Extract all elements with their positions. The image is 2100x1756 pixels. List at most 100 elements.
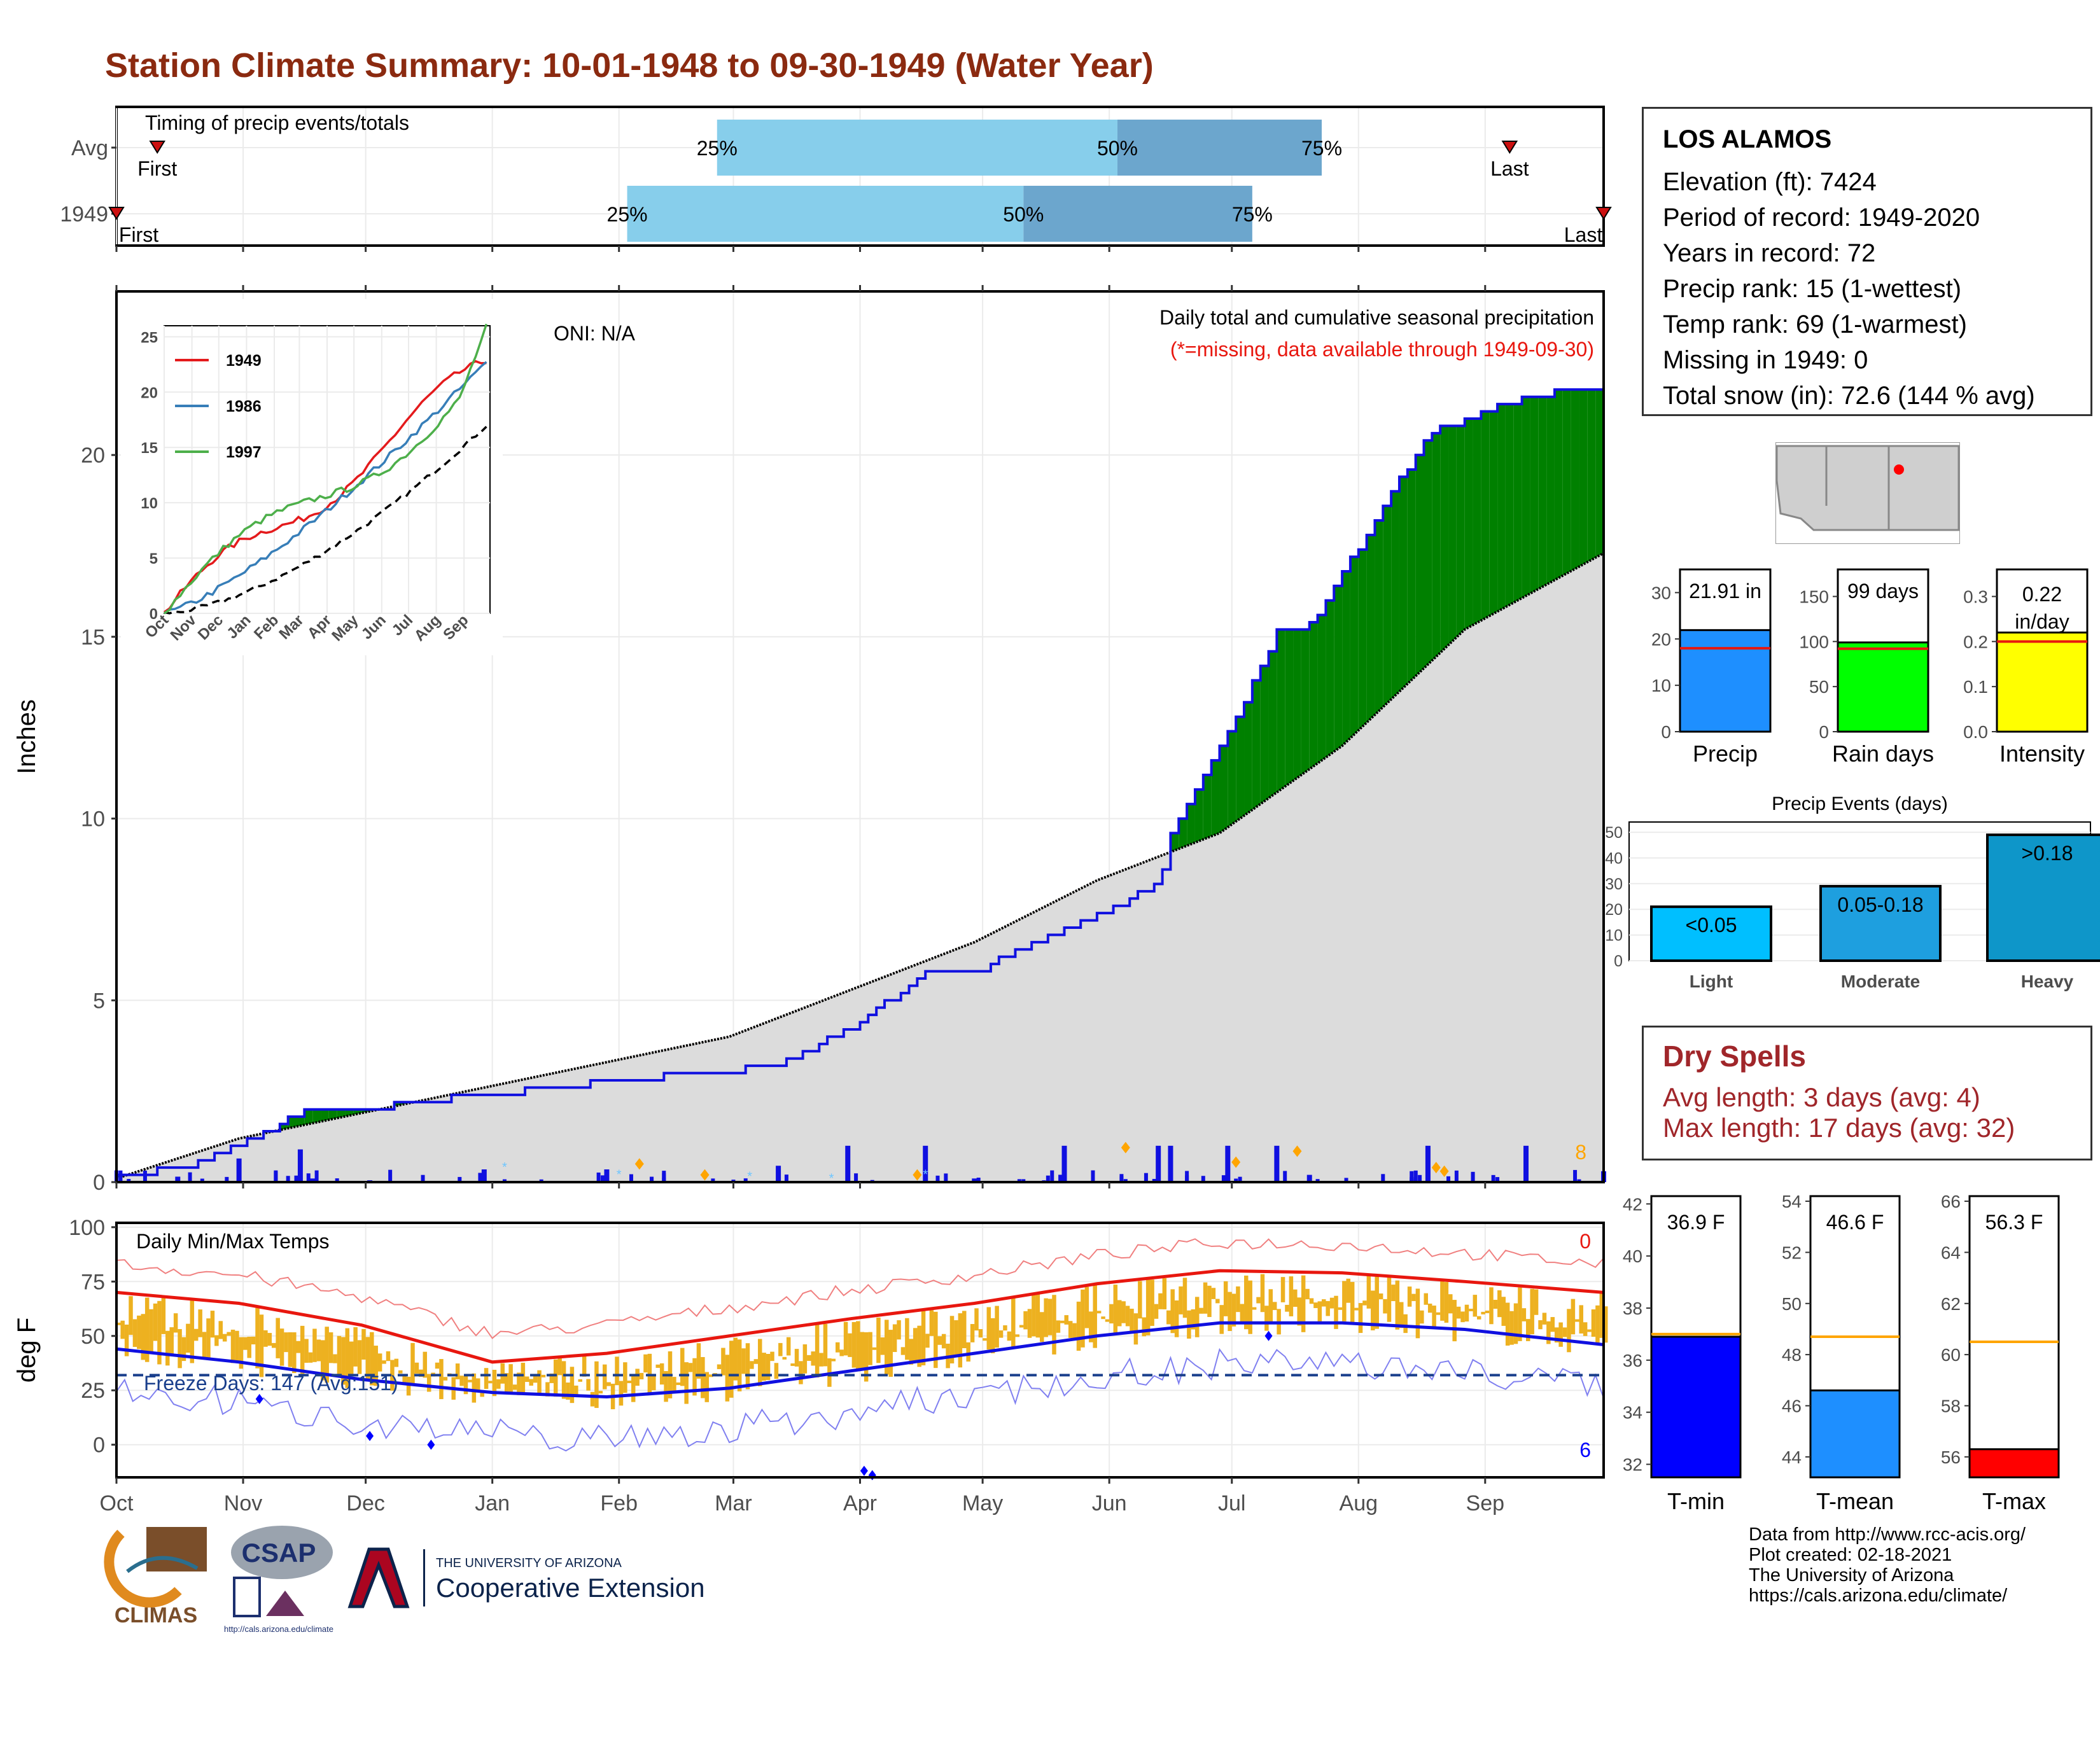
daily-temp-bar [378, 1353, 382, 1371]
daily-temp-bar [995, 1306, 999, 1348]
temp-stat-y-tick: 38 [1623, 1299, 1642, 1318]
daily-temp-bar [746, 1343, 750, 1389]
daily-temp-bar [358, 1340, 362, 1374]
temp-stat-y-tick: 64 [1941, 1243, 1961, 1262]
stat-bar [1997, 632, 2087, 732]
daily-temp-bar [407, 1377, 411, 1396]
daily-temp-bar [533, 1376, 538, 1383]
daily-temp-bar [1163, 1278, 1167, 1309]
daily-temp-bar [680, 1348, 685, 1386]
svg-text:http://cals.arizona.edu/climat: http://cals.arizona.edu/climate [224, 1624, 333, 1634]
daily-temp-bar [1514, 1304, 1518, 1344]
daily-temp-bar [1248, 1281, 1252, 1334]
daily-precip-bar [854, 1173, 858, 1182]
daily-temp-bar [1207, 1286, 1212, 1317]
daily-temp-bar [987, 1307, 991, 1349]
freeze-days-label: Freeze Days: 147 (Avg:151) [144, 1372, 398, 1395]
station-info-line: Missing in 1949: 0 [1663, 346, 2071, 374]
station-name: LOS ALAMOS [1663, 125, 2071, 154]
stat-value-unit: in/day [2015, 610, 2069, 633]
daily-temp-bar [672, 1377, 676, 1392]
daily-temp-bar [1408, 1286, 1412, 1307]
stat-category-label: Rain days [1832, 741, 1934, 767]
daily-temp-bar [194, 1329, 199, 1341]
events-range-label: 0.05-0.18 [1837, 893, 1923, 916]
stat-bar [1680, 630, 1770, 732]
daily-temp-bar [1387, 1278, 1392, 1322]
daily-precip-bar [1091, 1171, 1095, 1182]
daily-temp-bar [783, 1357, 787, 1360]
last-event-label: Last [1564, 223, 1603, 246]
temp-stat-y-tick: 62 [1941, 1294, 1961, 1314]
daily-temp-bar [280, 1328, 284, 1365]
daily-temp-bar [778, 1343, 783, 1356]
daily-temp-bar [762, 1353, 766, 1381]
svg-text:Cooperative Extension: Cooperative Extension [436, 1573, 705, 1603]
timing-bar-lower [717, 120, 1117, 176]
daily-temp-bar [1179, 1286, 1183, 1314]
daily-precip-bar [482, 1169, 487, 1182]
temp-stat-bar [1970, 1449, 2059, 1477]
daily-temp-bar [1322, 1299, 1326, 1306]
inset-legend-label: 1997 [226, 443, 262, 461]
daily-temp-bar [272, 1343, 276, 1348]
daily-temp-bar [1044, 1299, 1048, 1337]
daily-temp-bar [1203, 1283, 1208, 1314]
events-y-tick: 50 [1605, 824, 1623, 842]
daily-precip-bar [274, 1171, 277, 1182]
station-info-line: Period of record: 1949-2020 [1663, 204, 2071, 232]
temp-y-tick: 50 [81, 1325, 105, 1349]
temp-stat-value: 46.6 F [1826, 1211, 1884, 1234]
temp-stat-bar [1651, 1337, 1740, 1477]
daily-temp-bar [276, 1318, 280, 1358]
daily-precip-bar [1185, 1171, 1189, 1182]
daily-temp-bar [921, 1310, 926, 1365]
daily-temp-bar [1183, 1278, 1187, 1318]
daily-temp-bar [178, 1329, 182, 1368]
daily-temp-bar [856, 1321, 860, 1372]
daily-temp-bar [508, 1364, 513, 1394]
daily-temp-bar [1460, 1311, 1465, 1322]
daily-temp-bar [925, 1334, 930, 1348]
timing-bar-upper [1023, 186, 1252, 242]
daily-temp-bar [705, 1372, 710, 1402]
stat-y-tick: 20 [1651, 629, 1671, 649]
daily-temp-bar [1015, 1334, 1019, 1337]
station-info-line: Precip rank: 15 (1-wettest) [1663, 275, 2071, 303]
daily-temp-bar [1281, 1277, 1285, 1302]
daily-temp-bar [1028, 1309, 1032, 1337]
daily-temp-bar [1121, 1301, 1126, 1323]
temp-stat-y-tick: 56 [1941, 1447, 1961, 1467]
daily-temp-bar [1571, 1299, 1576, 1335]
daily-temp-bar [1494, 1300, 1498, 1309]
month-tick: Dec [346, 1491, 384, 1516]
daily-temp-bar [537, 1370, 542, 1394]
daily-temp-bar [787, 1337, 791, 1356]
timing-row-label: 1949 [60, 202, 108, 226]
daily-temp-bar [174, 1313, 178, 1332]
daily-temp-bar [1391, 1285, 1396, 1301]
daily-temp-bar [1097, 1311, 1102, 1313]
daily-temp-bar [1093, 1285, 1097, 1348]
daily-temp-bar [1240, 1304, 1245, 1323]
csap-logo: CSAP http://cals.arizona.edu/climate [221, 1521, 336, 1638]
daily-temp-bar [1264, 1306, 1269, 1330]
daily-temp-bar [1060, 1321, 1065, 1323]
daily-temp-bar [1330, 1298, 1334, 1309]
daily-temp-bar [1452, 1300, 1457, 1341]
temp-stat-y-tick: 54 [1782, 1192, 1802, 1211]
inset-y-tick: 20 [141, 384, 158, 401]
daily-temp-bar [198, 1309, 202, 1337]
daily-temp-bar [227, 1332, 231, 1336]
daily-temp-bar [255, 1308, 260, 1369]
daily-temp-bar [1146, 1279, 1151, 1335]
daily-temp-bar [1077, 1302, 1081, 1351]
daily-temp-bar [1065, 1315, 1069, 1325]
month-tick: Feb [600, 1491, 638, 1516]
daily-temp-bar [1575, 1320, 1579, 1322]
temp-stat-y-tick: 46 [1782, 1396, 1802, 1416]
daily-temp-bar [268, 1333, 272, 1346]
